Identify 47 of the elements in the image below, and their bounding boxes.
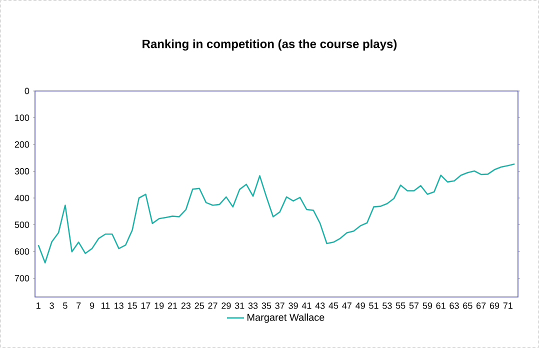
x-tick-label: 69 [490,302,500,309]
x-tick-label: 35 [262,302,272,309]
x-tick-label: 25 [194,302,204,309]
y-tick-label: 500 [14,222,30,228]
x-tick-label: 59 [422,302,432,309]
x-tick-label: 11 [101,302,110,309]
x-tick-label: 61 [436,302,446,309]
x-tick-label: 63 [450,302,459,309]
x-tick-label: 7 [76,302,81,309]
x-tick-label: 3 [50,302,54,309]
x-tick-label: 23 [181,302,191,309]
x-tick-label: 43 [315,302,325,309]
x-tick-label: 27 [208,302,218,309]
x-tick-label: 29 [222,302,231,309]
y-tick-label: 700 [14,275,30,282]
x-tick-label: 31 [234,302,244,309]
x-tick-label: 15 [128,302,137,309]
x-tick-label: 45 [328,302,338,309]
x-tick-label: 37 [275,302,284,309]
x-tick-label: 53 [382,302,392,309]
x-tick-label: 9 [90,302,94,309]
x-tick-label: 49 [356,302,365,309]
x-tick-label: 71 [503,302,512,309]
legend-label: Margaret Wallace [248,314,324,323]
x-tick-label: 19 [154,302,164,309]
chart-title: Ranking in competition (as the course plays) [142,39,397,51]
x-tick-label: 67 [476,302,486,309]
line-series [38,163,516,264]
x-tick-label: 57 [409,302,419,309]
y-tick-label: 600 [14,248,30,255]
y-tick-label: 0 [24,88,30,94]
x-tick-label: 39 [288,302,298,309]
x-tick-label: 33 [248,302,258,309]
y-tick-label: 200 [14,141,30,148]
x-tick-label: 65 [463,302,472,309]
x-tick-label: 5 [63,302,68,309]
x-tick-label: 17 [141,302,150,309]
x-tick-label: 47 [342,302,352,309]
y-tick-label: 300 [14,168,30,174]
x-tick-label: 1 [36,302,40,309]
x-tick-label: 21 [168,302,178,309]
y-tick-label: 100 [15,114,30,121]
x-tick-label: 55 [396,302,406,309]
y-tick-label: 400 [14,194,30,202]
x-tick-label: 41 [302,302,312,309]
x-tick-label: 51 [369,302,378,309]
x-tick-label: 13 [114,302,124,309]
